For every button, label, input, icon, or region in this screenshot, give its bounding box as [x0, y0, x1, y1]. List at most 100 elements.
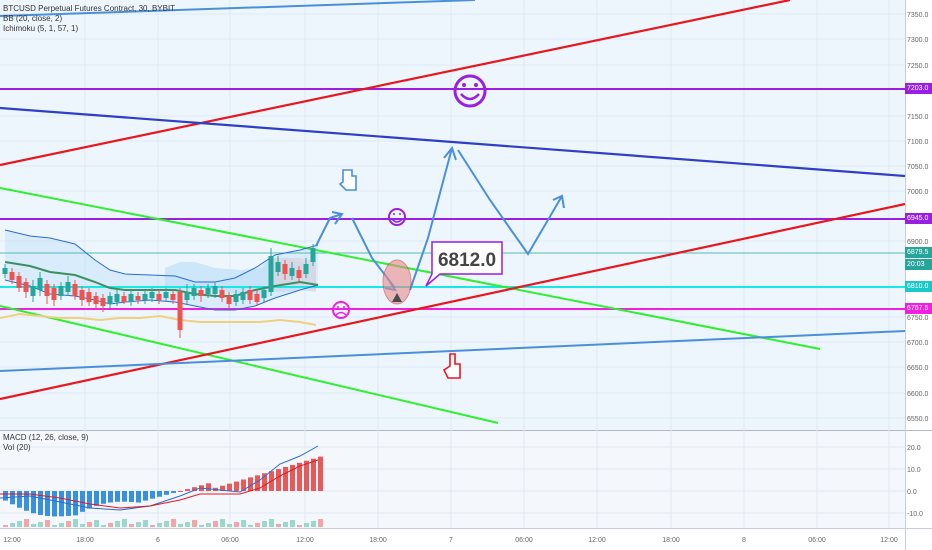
candle-body	[135, 296, 141, 300]
macd-bar	[220, 485, 225, 491]
macd-bar	[157, 491, 162, 497]
candle-body	[156, 294, 162, 300]
macd-bar	[297, 462, 302, 491]
signal-line	[0, 459, 319, 509]
time-tick-label: 12:00	[296, 537, 314, 544]
time-tick-label: 18:00	[662, 537, 680, 544]
candle-body	[128, 294, 134, 302]
price-label-last: 6879.5	[905, 247, 932, 258]
candle-body	[37, 278, 43, 290]
macd-bar	[318, 456, 323, 491]
volume-bar	[143, 520, 148, 527]
macd-bar	[150, 491, 155, 499]
macd-tick-label: 0.0	[907, 489, 917, 496]
volume-bar	[3, 525, 8, 527]
volume-bar	[241, 520, 246, 527]
volume-bar	[150, 525, 155, 527]
macd-bar	[276, 469, 281, 491]
trendline-lower-blue[interactable]	[0, 330, 906, 372]
trendline-upper-red[interactable]	[0, 0, 791, 167]
macd-bar	[122, 491, 127, 502]
macd-bar	[255, 475, 260, 491]
smiley-happy-big-icon	[453, 74, 487, 108]
candle-body	[268, 256, 274, 292]
candle-body	[310, 248, 316, 262]
price-tick-label: 7150.0	[907, 114, 929, 121]
volume-bar	[94, 520, 99, 527]
volume-bar	[129, 524, 134, 527]
price-tick-label: 7300.0	[907, 37, 929, 44]
macd-bar	[227, 483, 232, 491]
candle-body	[65, 282, 71, 292]
time-tick-label: 06:00	[221, 537, 239, 544]
volume-bar	[283, 522, 288, 527]
hand-pointer-up-icon	[442, 353, 461, 379]
time-tick-label: 18:00	[76, 537, 94, 544]
price-callout[interactable]: 6812.0	[425, 241, 503, 287]
volume-bar	[220, 519, 225, 527]
candle-body	[149, 292, 155, 298]
candle-body	[275, 262, 281, 272]
candle-body	[58, 286, 64, 296]
macd-bar	[31, 491, 36, 514]
macd-tick-label: 20.0	[907, 445, 921, 452]
volume-bar	[52, 525, 57, 527]
time-axis[interactable]: 12:00 18:00 6 06:00 12:00 18:00 7 06:00 12:00 18:…	[3, 537, 898, 544]
candle-body	[2, 268, 8, 274]
smiley-happy-small-icon	[388, 208, 406, 226]
smiley-sad-icon	[332, 301, 350, 319]
price-label-7203: 7203.0	[905, 83, 932, 94]
volume-bar	[157, 523, 162, 527]
candle-body	[212, 286, 218, 294]
macd-bar	[115, 491, 120, 502]
macd-bar	[52, 491, 57, 517]
candle-body	[254, 294, 260, 302]
candle-body	[219, 290, 225, 298]
volume-bar	[101, 525, 106, 527]
trendline-top-blue[interactable]	[0, 0, 476, 17]
hand-pointer-down-icon	[338, 169, 357, 191]
candle-body	[107, 296, 113, 304]
volume-bar	[38, 522, 43, 527]
macd-line	[0, 445, 319, 511]
macd-bar	[3, 491, 8, 501]
volume-bar	[227, 524, 232, 527]
price-axis[interactable]: 7350.0 7300.0 7250.0 7150.0 7100.0 7050.0 7000…	[907, 12, 929, 423]
price-tick-label: 7000.0	[907, 189, 929, 196]
ichimoku-base	[4, 261, 319, 297]
trendline-lower-red[interactable]	[0, 202, 906, 401]
price-label-6810: 6810.0	[905, 281, 932, 292]
candle-body	[72, 284, 78, 296]
candle-body	[184, 292, 190, 300]
macd-axis[interactable]: 20.0 10.0 0.0 -10.0	[907, 445, 923, 518]
volume-bar	[178, 524, 183, 527]
macd-bar	[241, 479, 246, 491]
volume-bar	[206, 523, 211, 527]
macd-bar	[192, 487, 197, 491]
macd-bar	[129, 491, 134, 503]
macd-bar	[24, 491, 29, 511]
trendline-green-lower[interactable]	[0, 305, 499, 424]
candle-body	[170, 294, 176, 300]
macd-bar	[45, 491, 50, 517]
forecast-path	[315, 145, 565, 292]
macd-bar	[304, 460, 309, 491]
volume-bar	[136, 522, 141, 527]
bb-upper	[4, 229, 319, 283]
macd-bar	[17, 491, 22, 508]
macd-bar	[178, 491, 183, 492]
macd-bar	[87, 491, 92, 509]
macd-tick-label: -10.0	[907, 511, 923, 518]
macd-tick-label: 10.0	[907, 467, 921, 474]
volume-bar	[59, 523, 64, 527]
candle-body	[163, 292, 169, 298]
macd-bar	[38, 491, 43, 515]
macd-bar	[73, 491, 78, 516]
candle-body	[44, 284, 50, 296]
trendline-dark-blue[interactable]	[0, 106, 906, 178]
trendline-green-upper[interactable]	[0, 187, 821, 350]
macd-bar	[234, 481, 239, 491]
candle-body	[51, 288, 57, 300]
